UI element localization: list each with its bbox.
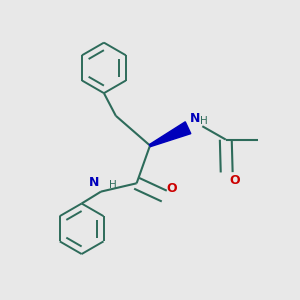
- Text: O: O: [167, 182, 177, 195]
- Text: H: H: [109, 180, 117, 190]
- Text: H: H: [200, 116, 208, 126]
- Text: O: O: [230, 174, 240, 187]
- Text: N: N: [89, 176, 100, 189]
- Polygon shape: [149, 122, 191, 147]
- Text: N: N: [190, 112, 200, 125]
